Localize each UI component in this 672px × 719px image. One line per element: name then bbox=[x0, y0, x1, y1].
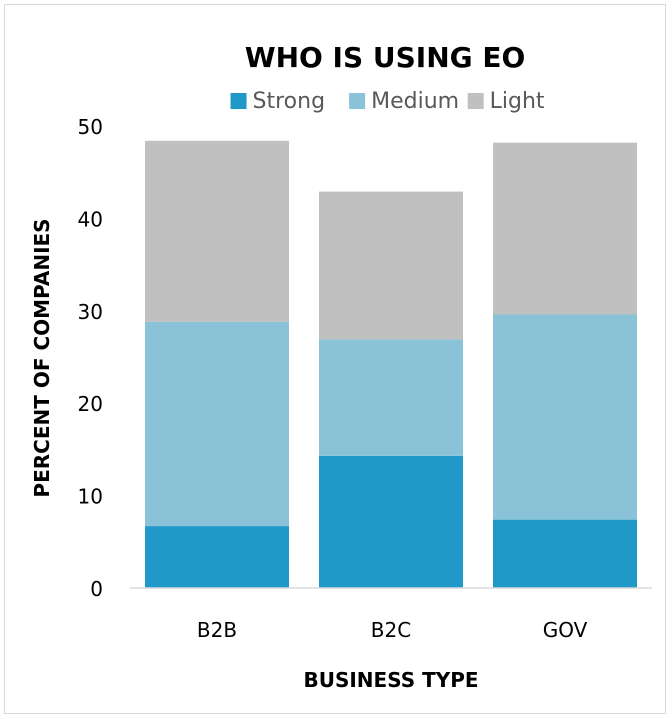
x-tick-label: B2C bbox=[371, 618, 411, 642]
legend-swatch-light bbox=[467, 93, 484, 109]
bars-group bbox=[145, 140, 637, 588]
bar-gov-light bbox=[493, 142, 637, 315]
bar-b2b-strong bbox=[145, 526, 289, 588]
bar-b2c-medium bbox=[319, 339, 463, 456]
bar-b2b-light bbox=[145, 140, 289, 322]
legend-label-light: Light bbox=[490, 89, 545, 114]
legend-swatch-medium bbox=[349, 93, 366, 109]
x-tick-label: B2B bbox=[197, 618, 237, 642]
bar-b2c-light bbox=[319, 191, 463, 340]
y-tick-label: 50 bbox=[78, 115, 103, 139]
x-axis: B2B B2C GOV bbox=[197, 618, 588, 642]
bar-b2b-medium bbox=[145, 321, 289, 527]
x-axis-title: BUSINESS TYPE bbox=[303, 668, 478, 692]
y-tick-label: 40 bbox=[78, 207, 103, 231]
y-tick-label: 30 bbox=[78, 300, 103, 324]
legend-label-strong: Strong bbox=[253, 89, 326, 114]
chart-legend: Strong Medium Light bbox=[230, 89, 545, 114]
x-tick-label: GOV bbox=[543, 618, 588, 642]
bar-gov-strong bbox=[493, 519, 637, 588]
y-axis-title: PERCENT OF COMPANIES bbox=[30, 218, 54, 497]
chart-title: WHO IS USING EO bbox=[245, 41, 526, 74]
y-tick-label: 10 bbox=[78, 485, 103, 509]
legend-swatch-strong bbox=[230, 93, 247, 109]
y-tick-label: 20 bbox=[78, 392, 103, 416]
y-tick-label: 0 bbox=[90, 577, 103, 601]
bar-gov-medium bbox=[493, 314, 637, 520]
legend-label-medium: Medium bbox=[371, 89, 459, 114]
bar-b2c-strong bbox=[319, 455, 463, 588]
y-axis: 0 10 20 30 40 50 bbox=[78, 115, 103, 601]
